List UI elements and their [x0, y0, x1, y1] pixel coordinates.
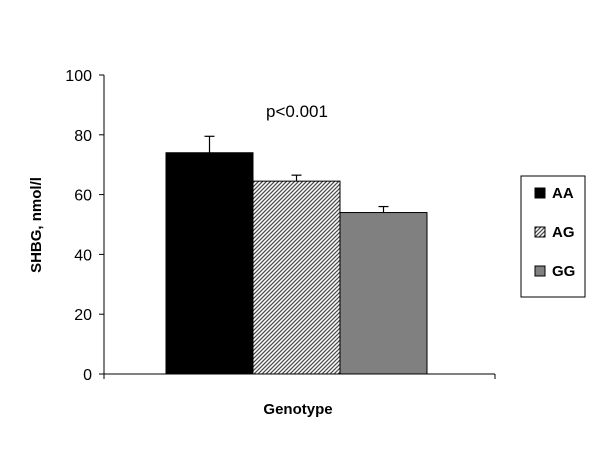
- plot-area: 0 20 40 60 80 100: [65, 68, 496, 384]
- legend-label-ag: AG: [552, 224, 575, 241]
- y-tick-label: 20: [74, 307, 92, 324]
- y-axis-title: SHBG, nmol/l: [28, 177, 45, 273]
- bar-gg: [339, 212, 428, 375]
- legend-label-gg: GG: [552, 263, 575, 280]
- x-axis-title: Genotype: [263, 401, 332, 418]
- y-tick-label: 80: [74, 128, 92, 145]
- legend-swatch-ag: [534, 226, 546, 238]
- legend-label-aa: AA: [552, 185, 574, 202]
- y-tick-label: 100: [65, 68, 92, 85]
- y-tick-label: 60: [74, 188, 92, 205]
- bar-ag: [252, 180, 341, 375]
- legend: AA AG GG: [520, 175, 586, 298]
- legend-box: [520, 175, 586, 298]
- y-tick-label: 0: [83, 367, 92, 384]
- legend-swatch-aa: [534, 187, 546, 199]
- legend-swatch-gg: [534, 265, 546, 277]
- y-tick-label: 40: [74, 247, 92, 264]
- p-value-annotation: p<0.001: [266, 102, 328, 121]
- bar-aa: [165, 152, 254, 375]
